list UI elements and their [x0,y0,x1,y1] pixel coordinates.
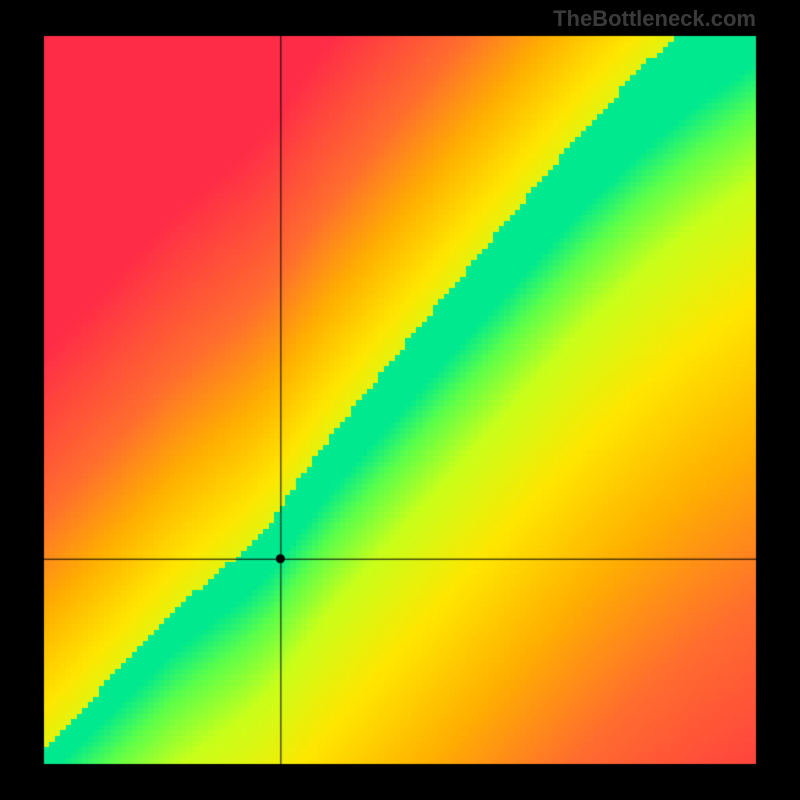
bottleneck-heatmap [0,0,800,800]
chart-container: TheBottleneck.com [0,0,800,800]
watermark-text: TheBottleneck.com [553,6,756,32]
